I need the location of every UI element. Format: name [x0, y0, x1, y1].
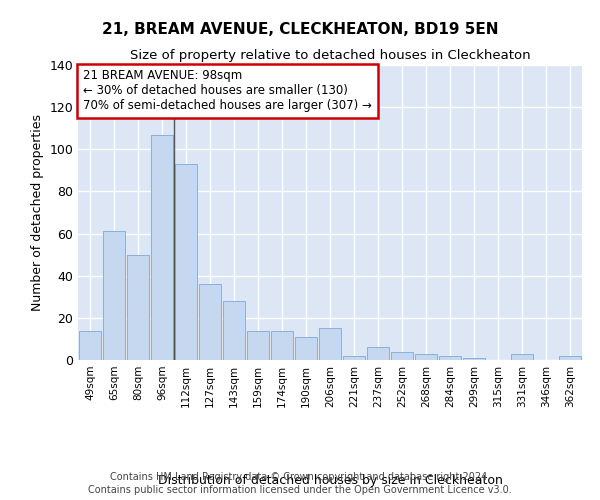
Text: Contains HM Land Registry data © Crown copyright and database right 2024.: Contains HM Land Registry data © Crown c…: [110, 472, 490, 482]
Bar: [199, 284, 221, 360]
Text: Contains public sector information licensed under the Open Government Licence v3: Contains public sector information licen…: [88, 485, 512, 495]
Bar: [103, 232, 125, 360]
Y-axis label: Number of detached properties: Number of detached properties: [31, 114, 44, 311]
Bar: [415, 354, 437, 360]
Bar: [247, 330, 269, 360]
Bar: [391, 352, 413, 360]
Bar: [151, 134, 173, 360]
Bar: [319, 328, 341, 360]
Text: 21 BREAM AVENUE: 98sqm
← 30% of detached houses are smaller (130)
70% of semi-de: 21 BREAM AVENUE: 98sqm ← 30% of detached…: [83, 70, 372, 112]
Bar: [367, 348, 389, 360]
Bar: [295, 337, 317, 360]
Title: Size of property relative to detached houses in Cleckheaton: Size of property relative to detached ho…: [130, 50, 530, 62]
Bar: [439, 356, 461, 360]
Bar: [175, 164, 197, 360]
Bar: [511, 354, 533, 360]
Bar: [271, 330, 293, 360]
Text: 21, BREAM AVENUE, CLECKHEATON, BD19 5EN: 21, BREAM AVENUE, CLECKHEATON, BD19 5EN: [102, 22, 498, 38]
Bar: [463, 358, 485, 360]
X-axis label: Distribution of detached houses by size in Cleckheaton: Distribution of detached houses by size …: [158, 474, 502, 486]
Bar: [127, 254, 149, 360]
Bar: [559, 356, 581, 360]
Bar: [79, 330, 101, 360]
Bar: [343, 356, 365, 360]
Bar: [223, 301, 245, 360]
